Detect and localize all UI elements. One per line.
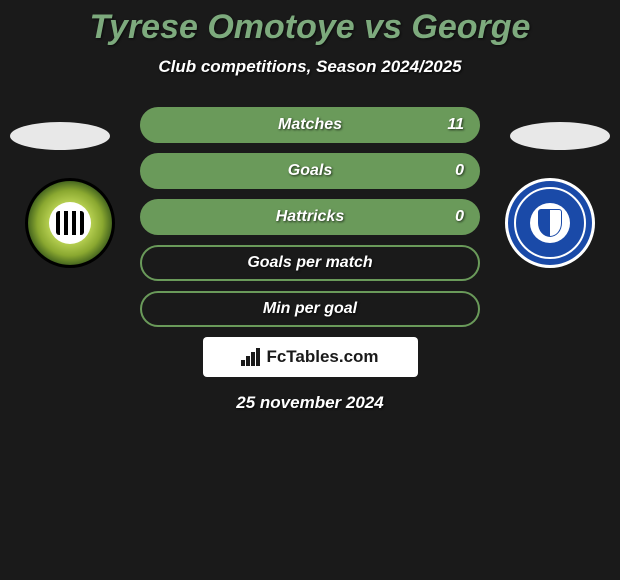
club-badge-right [505, 178, 595, 268]
subtitle: Club competitions, Season 2024/2025 [0, 57, 620, 77]
stat-label: Min per goal [263, 300, 357, 318]
stat-label: Hattricks [276, 208, 344, 226]
stat-row-matches: Matches 11 [140, 107, 480, 143]
stat-row-hattricks: Hattricks 0 [140, 199, 480, 235]
stat-row-goals-per-match: Goals per match [140, 245, 480, 281]
brand-text: FcTables.com [266, 347, 378, 367]
club-badge-left [25, 178, 115, 268]
stat-row-min-per-goal: Min per goal [140, 291, 480, 327]
stat-label: Matches [278, 116, 342, 134]
date-text: 25 november 2024 [0, 393, 620, 413]
stat-label: Goals [288, 162, 332, 180]
brand-badge: FcTables.com [203, 337, 418, 377]
page-title: Tyrese Omotoye vs George [0, 0, 620, 47]
stat-value: 0 [455, 162, 464, 180]
halifax-badge-icon [505, 178, 595, 268]
stats-list: Matches 11 Goals 0 Hattricks 0 Goals per… [140, 107, 480, 327]
fgr-badge-icon [25, 178, 115, 268]
stat-value: 11 [447, 116, 464, 134]
stat-row-goals: Goals 0 [140, 153, 480, 189]
bar-chart-icon [241, 348, 260, 366]
stat-label: Goals per match [247, 254, 372, 272]
stat-value: 0 [455, 208, 464, 226]
player-avatar-right [510, 122, 610, 150]
comparison-card: Tyrese Omotoye vs George Club competitio… [0, 0, 620, 580]
player-avatar-left [10, 122, 110, 150]
